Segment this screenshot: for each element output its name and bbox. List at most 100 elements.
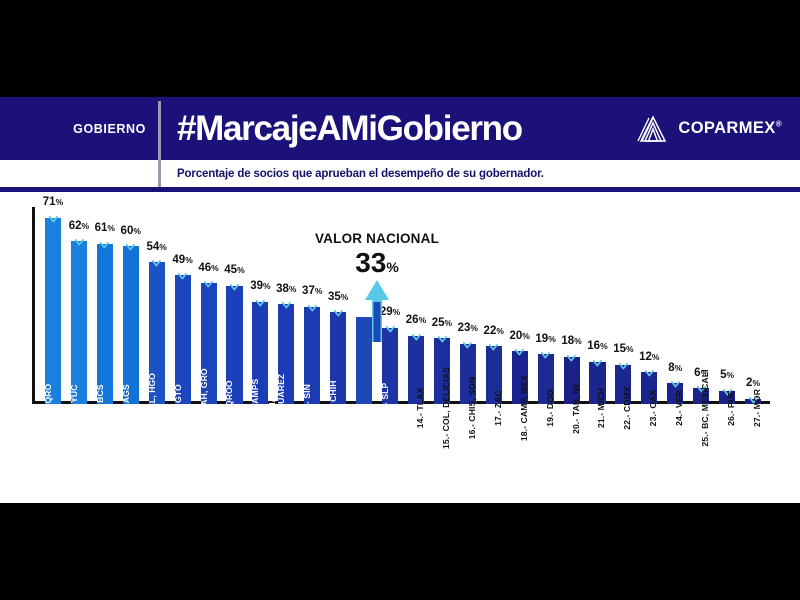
bar-column[interactable]: 19% 19.- DGO [535, 333, 555, 427]
brand-name: COPARMEX® [678, 119, 782, 137]
bar-rect[interactable] [70, 241, 87, 404]
bar-rect[interactable] [537, 354, 554, 404]
section-label: GOBIERNO [73, 121, 146, 136]
chevron-down-marker-icon [385, 320, 395, 333]
bar-rect[interactable] [589, 361, 606, 404]
bar-category-label: 17.- ZAC [492, 390, 503, 426]
header-band: GOBIERNO #MarcajeAMiGobierno [0, 97, 800, 160]
bar-column[interactable]: 23% 16.- CHIS, SON [458, 322, 478, 439]
bar-value-label: 29% [379, 306, 401, 319]
bar-category-label: 22.- CDMX [622, 386, 633, 430]
bar-column[interactable]: 6% 25.- BC, MEXICALI [693, 367, 710, 447]
bar-column[interactable]: 45% 8.- QROO [224, 265, 244, 420]
bar-category-label: 10.- NAY, CD. JUÁREZ [267, 373, 287, 427]
bar-value-tag: 71% [43, 196, 63, 222]
bar-value-label: 23% [457, 322, 478, 335]
chevron-down-marker-icon [592, 354, 602, 367]
bar-column[interactable]: 37% 11.- SIN [302, 286, 322, 416]
bar-rect[interactable] [356, 317, 373, 404]
bar-category-label: 6.- GTO [172, 384, 183, 416]
bar-category-label: 25.- BC, MEXICALI [700, 369, 711, 447]
bar-rect[interactable] [667, 383, 684, 404]
chevron-down-marker-icon [100, 236, 110, 249]
bar-value-tag: 22% [483, 324, 504, 351]
bar-value-tag: 16% [587, 341, 608, 367]
bar-rect[interactable] [485, 346, 502, 404]
chevron-down-marker-icon [515, 343, 525, 356]
bar-rect[interactable] [122, 246, 139, 404]
bar-column[interactable]: 60% 4.- AGS [121, 225, 141, 416]
bar-rect[interactable] [615, 364, 632, 404]
bar-column[interactable]: 15% 22.- CDMX [613, 343, 633, 429]
bar-rect[interactable] [304, 306, 321, 404]
bar-column[interactable]: 22% 17.- ZAC [484, 325, 504, 426]
chevron-down-marker-icon [463, 336, 473, 349]
subtitle-band: Porcentaje de socios que aprueban el des… [0, 160, 800, 187]
bar-category-label: 5.- JAL, HGO [146, 372, 157, 428]
up-arrow-icon [364, 280, 390, 342]
bar-column[interactable]: 35% 12.- CHIH [328, 291, 348, 420]
chevron-down-marker-icon [255, 294, 265, 307]
bar-rect[interactable] [44, 217, 61, 404]
bar-category-label: 7.- COAH, GRO [198, 368, 209, 432]
bar-rect[interactable] [407, 335, 424, 404]
bar-column[interactable]: 39% 9.- TAMPS [250, 280, 270, 421]
bar-column[interactable]: 61% 3.- BCS [95, 223, 115, 416]
bar-rect[interactable] [226, 285, 243, 404]
bar-column[interactable]: 16% 21.- MICH [587, 341, 607, 428]
bar-value-label: 60% [120, 224, 141, 237]
bar-rect[interactable] [174, 275, 191, 404]
bar-column[interactable]: 46% 7.- COAH, GRO [198, 262, 218, 432]
bar-column[interactable]: 12% 23.- OAX [639, 351, 659, 426]
chevron-down-marker-icon [178, 267, 188, 280]
bar-rect[interactable] [330, 312, 347, 404]
bar-rect[interactable] [200, 283, 217, 404]
bar-value-label: 22% [483, 324, 504, 337]
bar-rect[interactable] [252, 301, 269, 404]
bar-rect[interactable] [96, 243, 113, 404]
bar-value-tag: 26% [406, 314, 426, 341]
bar-rect[interactable] [278, 304, 295, 404]
bar-value-label: 61% [94, 222, 115, 235]
bar-value-label: 2% [746, 377, 761, 390]
subtitle-left-spacer [0, 160, 158, 187]
bar-value-tag: 18% [561, 335, 582, 362]
bar-column[interactable]: 71% 1.- QRO [43, 196, 63, 416]
bar-column[interactable]: 26% 14.- TLAX [406, 314, 426, 428]
bar-column[interactable]: 54% 5.- JAL, HGO [146, 241, 166, 427]
bar-column[interactable]: 5% 26.- PUE [719, 370, 736, 426]
chevron-down-marker-icon [644, 364, 654, 377]
bar-rect[interactable] [148, 262, 165, 404]
bar-rect[interactable] [719, 390, 736, 404]
subtitle-vertical-divider [158, 160, 161, 187]
bar-rect[interactable] [641, 372, 658, 404]
bar-value-label: 49% [172, 253, 193, 266]
bar-chart-plot: 71% 1.- QRO 62% 2.- YUC 61% 3.- BCS 60% 4.- AGS… [0, 192, 800, 503]
bar-rect[interactable] [382, 327, 399, 404]
bar-category-label: 27.- MOR [752, 388, 763, 428]
bar-rect[interactable] [511, 351, 528, 404]
bar-rect[interactable] [459, 343, 476, 404]
bar-column[interactable]: 8% 24.- VER [667, 362, 684, 426]
bar-column[interactable] [356, 317, 373, 404]
bar-column[interactable]: 29% 13.- SLP [380, 307, 400, 418]
bar-column[interactable]: 20% 18.- CAMP, MEX [509, 330, 529, 441]
bar-value-label: 37% [302, 285, 323, 298]
chevron-down-marker-icon [152, 254, 162, 267]
bar-column[interactable]: 38% 10.- NAY, CD. JUÁREZ [267, 283, 296, 426]
bar-column[interactable]: 62% 2.- YUC [69, 220, 89, 416]
bar-value-tag: 19% [535, 333, 556, 359]
bar-rect[interactable] [563, 356, 580, 404]
bar-category-label: 9.- TAMPS [250, 378, 261, 422]
subtitle-text: Porcentaje de socios que aprueban el des… [177, 167, 544, 180]
bar-column[interactable]: 18% 20.- TAB, NL [561, 335, 581, 433]
bar-column[interactable]: 2% 27.- MOR [745, 378, 762, 427]
bar-value-tag: 39% [250, 280, 271, 307]
bar-column[interactable]: 49% 6.- GTO [172, 254, 192, 416]
bar-rect[interactable] [433, 338, 450, 404]
bar-category-label: 18.- CAMP, MEX [518, 374, 529, 442]
bar-value-tag: 5% [720, 370, 734, 396]
chevron-down-marker-icon [437, 330, 447, 343]
bar-column[interactable]: 25% 15.- COL, DELICIAS [432, 317, 452, 449]
bar-rect[interactable] [693, 388, 710, 404]
